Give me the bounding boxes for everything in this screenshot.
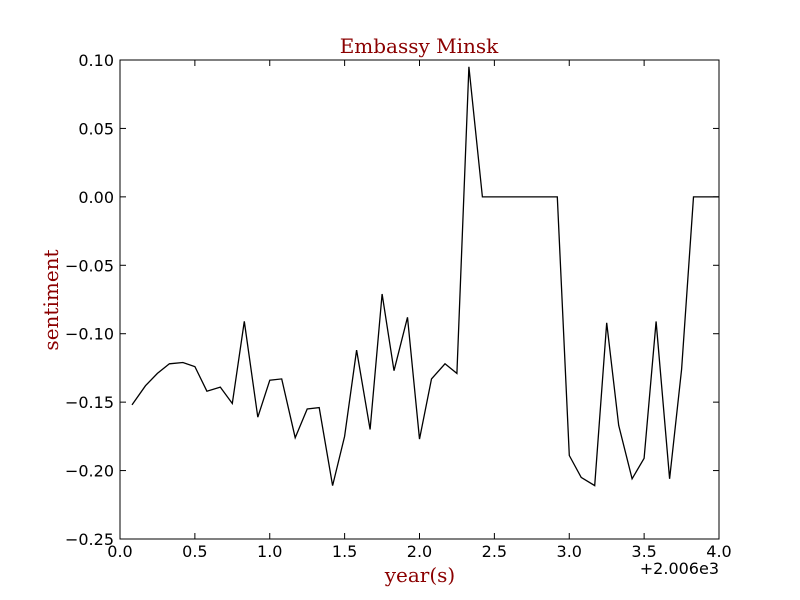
y-tick-label: −0.05 <box>65 256 114 275</box>
data-point <box>543 196 545 198</box>
y-tick-label: −0.15 <box>65 393 114 412</box>
y-axis-label: sentiment <box>39 249 63 350</box>
y-tick-label: −0.25 <box>65 530 114 549</box>
y-tick-label: −0.10 <box>65 325 114 344</box>
x-tick-label: 0.0 <box>107 542 132 561</box>
series-line <box>131 66 719 487</box>
y-tick-label: 0.00 <box>78 188 114 207</box>
y-tick-label: 0.05 <box>78 119 114 138</box>
x-tick-label: 1.0 <box>257 542 282 561</box>
data-point <box>655 321 657 323</box>
x-tick-label: 3.0 <box>557 542 582 561</box>
x-axis-label: year(s) <box>384 563 456 587</box>
axis-ticks: 0.0 0.5 1.0 1.5 2.0 2.5 3.0 3.5 4.0 0.10 0.05 0.00 −… <box>65 51 732 561</box>
data-point <box>369 429 371 431</box>
data-point <box>643 457 645 459</box>
data-point <box>531 196 533 198</box>
data-point <box>356 349 358 351</box>
x-tick-label: 0.5 <box>182 542 207 561</box>
data-point <box>506 196 508 198</box>
x-tick-label: 4.0 <box>706 542 731 561</box>
data-point <box>456 373 458 375</box>
data-point <box>131 404 133 406</box>
x-tick-label: 2.5 <box>482 542 507 561</box>
data-point <box>444 363 446 365</box>
data-point <box>693 196 695 198</box>
data-point <box>594 485 596 487</box>
data-point <box>580 477 582 479</box>
series-group <box>131 66 719 487</box>
data-point <box>568 455 570 457</box>
data-point <box>332 485 334 487</box>
data-point <box>281 378 283 380</box>
data-point <box>519 196 521 198</box>
data-point <box>681 368 683 370</box>
data-point <box>631 478 633 480</box>
data-point <box>306 408 308 410</box>
chart-title: Embassy Minsk <box>340 34 499 58</box>
data-point <box>182 362 184 364</box>
x-tick-label: 3.5 <box>631 542 656 561</box>
data-point <box>294 437 296 439</box>
y-tick-label: 0.10 <box>78 51 114 70</box>
data-point <box>556 196 558 198</box>
data-point <box>318 407 320 409</box>
data-point <box>606 322 608 324</box>
data-point <box>419 438 421 440</box>
data-point <box>269 379 271 381</box>
y-tick-label: −0.20 <box>65 462 114 481</box>
data-point <box>381 293 383 295</box>
data-point <box>468 66 470 68</box>
x-tick-label: 2.0 <box>407 542 432 561</box>
data-point <box>482 196 484 198</box>
data-point <box>407 316 409 318</box>
data-point <box>220 386 222 388</box>
data-point <box>669 478 671 480</box>
data-point <box>494 196 496 198</box>
data-point <box>169 363 171 365</box>
data-point <box>706 196 708 198</box>
data-point <box>431 378 433 380</box>
data-point <box>257 416 259 418</box>
data-point <box>194 366 196 368</box>
data-point <box>243 321 245 323</box>
data-point <box>206 390 208 392</box>
x-axis-offset-label: +2.006e3 <box>640 559 719 578</box>
data-point <box>145 385 147 387</box>
data-point <box>393 370 395 372</box>
data-point <box>157 373 159 375</box>
data-point <box>618 425 620 427</box>
x-tick-label: 1.5 <box>332 542 357 561</box>
data-point <box>232 403 234 405</box>
data-point <box>344 436 346 438</box>
plot-frame <box>119 59 720 540</box>
